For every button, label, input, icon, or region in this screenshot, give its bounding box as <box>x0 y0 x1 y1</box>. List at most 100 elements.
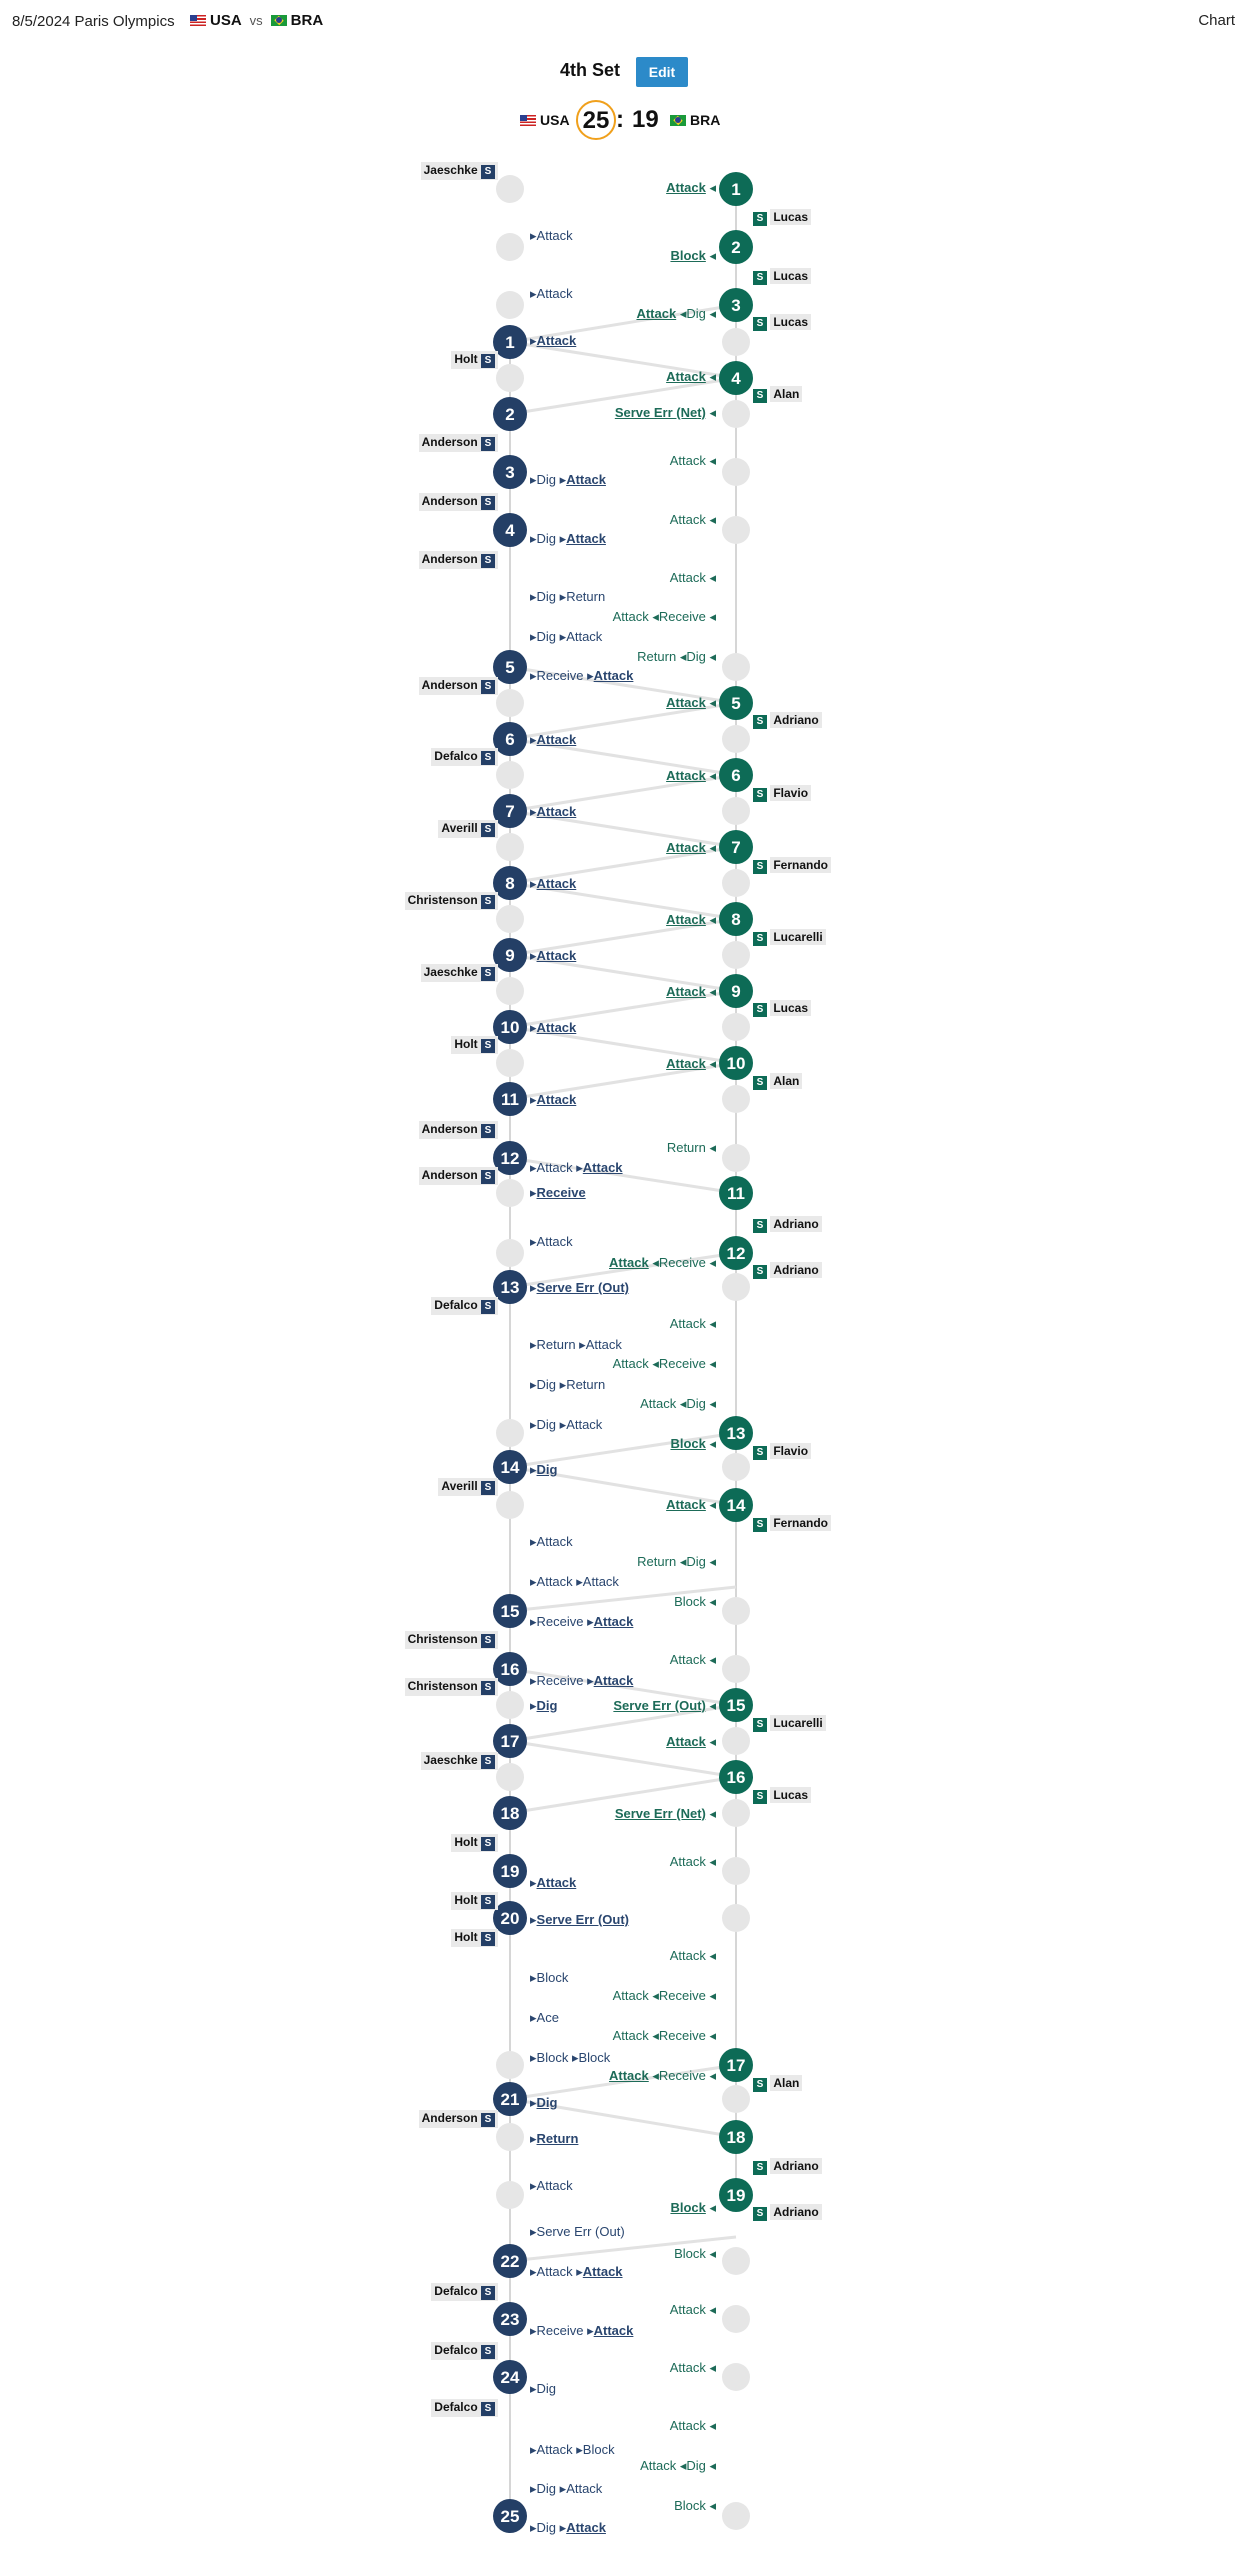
bra-point-circle <box>719 1176 753 1210</box>
bra-rally-action: Block ◂ <box>674 1594 716 1609</box>
bra-placeholder-dot <box>722 400 750 428</box>
usa-point-circle <box>493 1270 527 1304</box>
score-team-a: USA <box>520 112 570 128</box>
bra-player-name: S Lucas <box>750 1787 814 1805</box>
usa-player-name: Defalco S <box>431 2342 498 2360</box>
usa-rally-action: ▸Dig <box>530 2381 557 2396</box>
bra-point-number: 5 <box>731 694 740 713</box>
rally-connector <box>509 701 737 741</box>
setter-marker: S <box>481 165 495 179</box>
usa-rally-action: ▸Attack <box>530 948 577 963</box>
usa-player-name: Christenson S <box>404 1631 498 1649</box>
usa-placeholder-dot <box>496 761 524 789</box>
bra-placeholder-dot <box>722 2363 750 2391</box>
usa-placeholder-dot <box>496 1491 524 1519</box>
rally-connector <box>509 881 737 921</box>
bra-player-name: S Flavio <box>750 1443 814 1461</box>
usa-player-name: Anderson S <box>418 1121 498 1139</box>
bra-player-name: S Lucas <box>750 1000 814 1018</box>
setter-marker: S <box>753 2078 767 2092</box>
bra-placeholder-dot <box>722 1085 750 1113</box>
bra-point-circle <box>719 1236 753 1270</box>
bra-player-name: S Lucarelli <box>750 929 829 947</box>
usa-rally-action: ▸Dig <box>530 1462 558 1477</box>
usa-placeholder-dot <box>496 291 524 319</box>
usa-point-number: 21 <box>501 2090 520 2109</box>
usa-rally-action: ▸Dig ▸Attack <box>530 2481 603 2496</box>
rally-connector <box>509 1667 737 1707</box>
rally-connector <box>509 737 737 777</box>
bra-point-circle <box>719 230 753 264</box>
bra-flag-icon <box>670 115 686 126</box>
usa-point-circle <box>493 794 527 828</box>
bra-placeholder-dot <box>722 516 750 544</box>
bra-placeholder-dot <box>722 869 750 897</box>
usa-player-name: Defalco S <box>431 2399 498 2417</box>
usa-point-number: 13 <box>501 1278 520 1297</box>
usa-rally-action: ▸Attack ▸Attack <box>530 1160 623 1175</box>
setter-marker: S <box>481 2286 495 2300</box>
bra-placeholder-dot <box>722 797 750 825</box>
bra-rally-action: Serve Err (Net) ◂ <box>614 1806 716 1821</box>
bra-point-number: 19 <box>727 2186 746 2205</box>
bra-point-circle <box>719 172 753 206</box>
usa-rally-action: ▸Receive <box>530 1185 586 1200</box>
usa-placeholder-dot <box>496 1239 524 1267</box>
rally-connector <box>509 1775 737 1815</box>
chart-link[interactable]: Chart <box>1198 12 1235 29</box>
setter-marker: S <box>481 437 495 451</box>
usa-point-number: 20 <box>501 1909 520 1928</box>
usa-point-number: 15 <box>501 1602 520 1621</box>
usa-rally-action: ▸Dig ▸Attack <box>530 2520 606 2535</box>
bra-point-circle <box>719 2178 753 2212</box>
bra-point-number: 15 <box>727 1696 746 1715</box>
rally-connector <box>509 1251 737 1289</box>
setter-marker: S <box>481 554 495 568</box>
bra-player-name: S Lucas <box>750 209 814 227</box>
usa-point-number: 18 <box>501 1804 520 1823</box>
usa-placeholder-dot <box>496 1049 524 1077</box>
usa-rally-action: ▸Dig ▸Attack <box>530 531 606 546</box>
bra-rally-action: Attack ◂Receive ◂ <box>612 1988 716 2003</box>
bra-placeholder-dot <box>722 2305 750 2333</box>
usa-placeholder-dot <box>496 1419 524 1447</box>
bra-player-name: S Adriano <box>750 712 825 730</box>
bra-rally-action: Attack ◂ <box>669 512 716 527</box>
bra-rally-action: Attack ◂ <box>669 453 716 468</box>
setter-marker: S <box>753 1446 767 1460</box>
bra-point-circle <box>719 2120 753 2154</box>
edit-button[interactable]: Edit <box>636 57 688 87</box>
usa-player-name: Anderson S <box>418 493 498 511</box>
usa-rally-action: ▸Return ▸Attack <box>530 1337 622 1352</box>
bra-rally-action: Attack ◂Dig ◂ <box>640 1396 716 1411</box>
usa-player-name: Jaeschke S <box>420 964 498 982</box>
usa-point-circle <box>493 2302 527 2336</box>
usa-rally-action: ▸Attack <box>530 732 577 747</box>
setter-marker: S <box>481 823 495 837</box>
usa-player-name: Jaeschke S <box>420 162 498 180</box>
usa-placeholder-dot <box>496 905 524 933</box>
rally-connector <box>509 2235 737 2263</box>
setter-marker: S <box>753 860 767 874</box>
bra-placeholder-dot <box>722 1857 750 1885</box>
usa-point-number: 5 <box>505 658 514 677</box>
bra-point-number: 11 <box>727 1184 745 1203</box>
usa-point-circle <box>493 325 527 359</box>
rally-connector <box>509 1703 737 1743</box>
bra-rally-action: Serve Err (Out) ◂ <box>613 1698 716 1713</box>
usa-rally-action: ▸Receive ▸Attack <box>530 668 634 683</box>
bra-rally-action: Attack ◂ <box>669 1316 716 1331</box>
bra-player-name: S Flavio <box>750 785 814 803</box>
setter-marker: S <box>481 680 495 694</box>
usa-point-circle <box>493 2082 527 2116</box>
usa-point-circle <box>493 513 527 547</box>
setter-marker: S <box>753 2161 767 2175</box>
usa-point-number: 19 <box>501 1862 520 1881</box>
bra-rally-action: Attack ◂ <box>666 180 716 195</box>
bra-point-number: 7 <box>731 838 740 857</box>
usa-rally-action: ▸Attack <box>530 876 577 891</box>
usa-player-name: Holt S <box>451 1892 498 1910</box>
usa-point-circle <box>493 1450 527 1484</box>
usa-point-circle <box>493 455 527 489</box>
bra-rally-action: Block ◂ <box>674 2498 716 2513</box>
